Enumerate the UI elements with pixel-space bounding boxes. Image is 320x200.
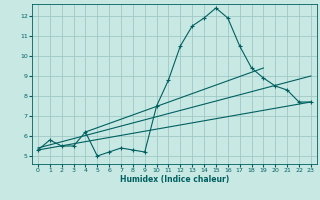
X-axis label: Humidex (Indice chaleur): Humidex (Indice chaleur) (120, 175, 229, 184)
